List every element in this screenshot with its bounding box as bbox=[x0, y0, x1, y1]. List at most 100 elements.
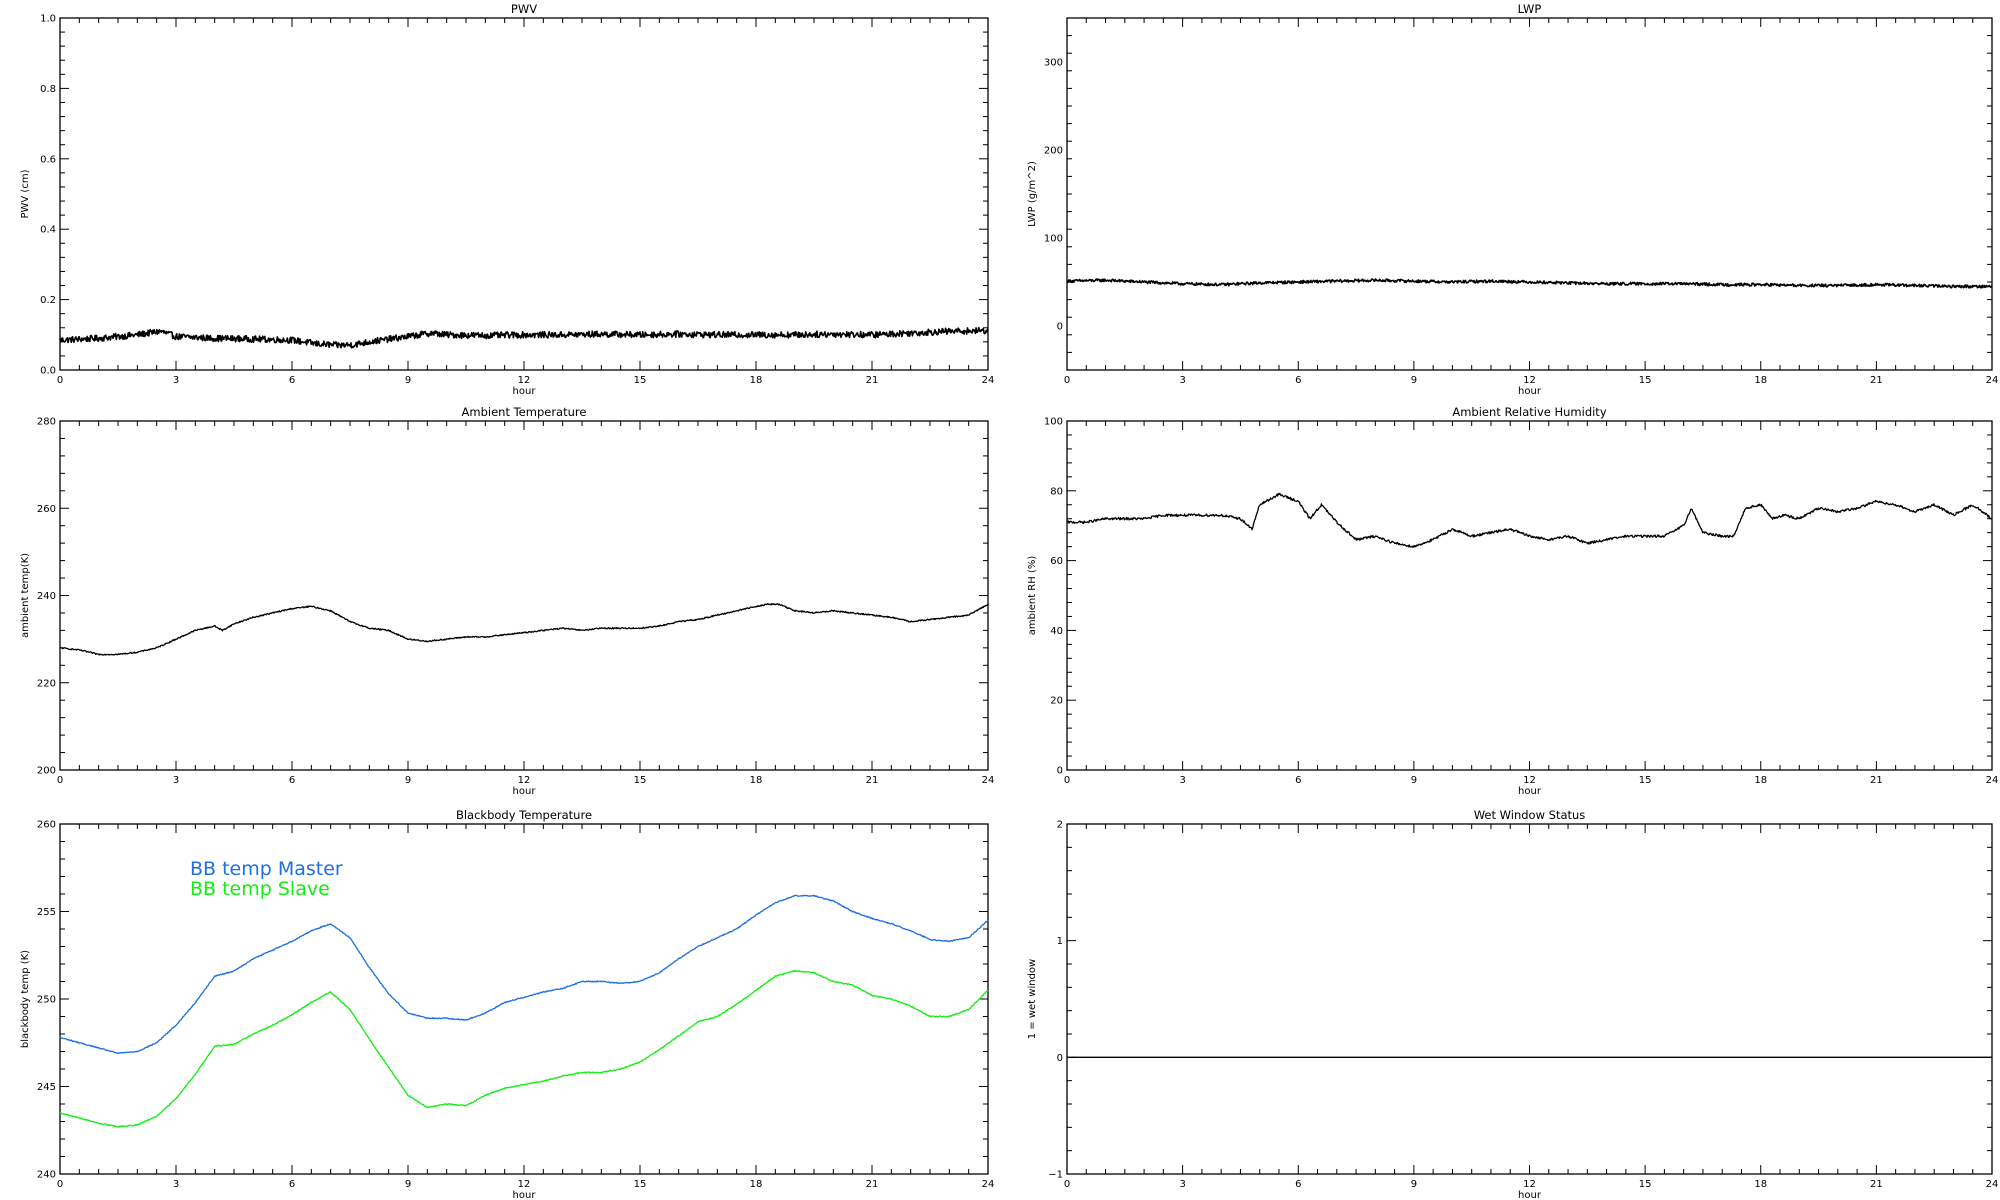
x-axis-label: hour bbox=[513, 386, 537, 397]
plot-frame bbox=[1066, 17, 1993, 371]
series-line-1 bbox=[1066, 278, 1993, 289]
chart-panel-4: Ambient Relative Humidity 0 3 6 9 12 15 18 21 24 h… bbox=[1027, 405, 1998, 797]
x-tick-label: 18 bbox=[1754, 375, 1767, 386]
legend-entry-2: BB temp Slave bbox=[190, 878, 330, 900]
x-tick-label: 12 bbox=[1523, 775, 1536, 786]
y-tick-label: 0.2 bbox=[40, 295, 56, 306]
y-tick-label: 260 bbox=[37, 820, 56, 831]
y-axis-label: ambient RH (%) bbox=[1027, 556, 1038, 636]
series-line-1 bbox=[59, 602, 989, 656]
x-tick-label: 15 bbox=[634, 375, 647, 386]
y-tick-label: 0 bbox=[1057, 322, 1063, 333]
x-tick-label: 0 bbox=[1064, 375, 1070, 386]
y-tick-label: 200 bbox=[1044, 146, 1063, 157]
x-tick-label: 6 bbox=[1295, 375, 1301, 386]
legend-entry-1: BB temp Master bbox=[190, 858, 343, 880]
x-tick-label: 12 bbox=[1523, 1179, 1536, 1190]
y-tick-label: 250 bbox=[37, 995, 56, 1006]
x-tick-label: 3 bbox=[173, 375, 179, 386]
x-axis-label: hour bbox=[513, 786, 537, 797]
y-tick-label: 260 bbox=[37, 504, 56, 515]
y-tick-label: 0.6 bbox=[40, 154, 56, 165]
x-tick-label: 6 bbox=[289, 1179, 295, 1190]
y-tick-label: 300 bbox=[1044, 58, 1063, 69]
chart-title: Ambient Temperature bbox=[462, 405, 587, 419]
x-tick-label: 9 bbox=[405, 775, 411, 786]
x-tick-label: 12 bbox=[518, 775, 531, 786]
x-tick-label: 24 bbox=[1986, 375, 1999, 386]
x-tick-label: 24 bbox=[1986, 1179, 1999, 1190]
y-tick-label: 40 bbox=[1050, 626, 1063, 637]
y-axis-label: PWV (cm) bbox=[20, 169, 31, 218]
x-tick-label: 15 bbox=[1639, 375, 1652, 386]
x-tick-label: 15 bbox=[1639, 1179, 1652, 1190]
x-tick-label: 9 bbox=[405, 1179, 411, 1190]
chart-panel-2: LWP 0 3 6 9 12 15 18 21 24 hour 0 100 200 300 LWP (g/m^… bbox=[1027, 2, 1998, 397]
x-tick-label: 12 bbox=[518, 1179, 531, 1190]
x-tick-label: 21 bbox=[866, 375, 879, 386]
x-tick-label: 3 bbox=[173, 1179, 179, 1190]
y-tick-label: 255 bbox=[37, 907, 56, 918]
y-tick-label: 100 bbox=[1044, 417, 1063, 428]
x-axis-label: hour bbox=[1518, 786, 1542, 797]
y-tick-label: 240 bbox=[37, 1170, 56, 1181]
x-tick-label: 21 bbox=[1870, 775, 1883, 786]
y-tick-label: 20 bbox=[1050, 696, 1063, 707]
chart-title: LWP bbox=[1518, 2, 1542, 16]
x-tick-label: 9 bbox=[405, 375, 411, 386]
y-tick-label: 80 bbox=[1050, 486, 1063, 497]
y-tick-label: 0.8 bbox=[40, 84, 56, 95]
y-tick-label: 0.4 bbox=[40, 225, 56, 236]
x-tick-label: 3 bbox=[1179, 375, 1185, 386]
x-tick-label: 24 bbox=[1986, 775, 1999, 786]
x-tick-label: 24 bbox=[982, 375, 995, 386]
x-tick-label: 12 bbox=[1523, 375, 1536, 386]
x-axis-label: hour bbox=[513, 1190, 537, 1200]
x-tick-label: 12 bbox=[518, 375, 531, 386]
x-tick-label: 15 bbox=[634, 775, 647, 786]
x-axis-label: hour bbox=[1518, 386, 1542, 397]
x-tick-label: 0 bbox=[57, 1179, 63, 1190]
chart-panel-3: Ambient Temperature 0 3 6 9 12 15 18 21 24 hour 200… bbox=[20, 405, 994, 797]
y-tick-label: 200 bbox=[37, 766, 56, 777]
series-line-1 bbox=[1066, 492, 1993, 548]
x-tick-label: 18 bbox=[1754, 775, 1767, 786]
x-tick-label: 18 bbox=[750, 375, 763, 386]
y-tick-label: −1 bbox=[1048, 1170, 1063, 1181]
y-tick-label: 60 bbox=[1050, 556, 1063, 567]
x-tick-label: 0 bbox=[57, 375, 63, 386]
x-tick-label: 3 bbox=[1179, 1179, 1185, 1190]
y-tick-label: 0 bbox=[1057, 1053, 1063, 1064]
chart-title: Blackbody Temperature bbox=[456, 808, 592, 822]
y-tick-label: 1 bbox=[1057, 936, 1063, 947]
x-tick-label: 0 bbox=[57, 775, 63, 786]
y-axis-label: 1 = wet window bbox=[1027, 959, 1038, 1039]
y-tick-label: 0.0 bbox=[40, 366, 56, 377]
x-tick-label: 0 bbox=[1064, 1179, 1070, 1190]
x-tick-label: 9 bbox=[1411, 375, 1417, 386]
y-tick-label: 1.0 bbox=[40, 14, 56, 25]
plot-frame bbox=[59, 17, 989, 371]
y-axis-label: LWP (g/m^2) bbox=[1027, 161, 1038, 227]
series-line-1 bbox=[59, 326, 989, 349]
x-tick-label: 6 bbox=[1295, 775, 1301, 786]
y-tick-label: 100 bbox=[1044, 234, 1063, 245]
x-tick-label: 6 bbox=[289, 775, 295, 786]
y-tick-label: 2 bbox=[1057, 820, 1063, 831]
series-line-1 bbox=[59, 894, 989, 1055]
y-tick-label: 240 bbox=[37, 591, 56, 602]
x-tick-label: 24 bbox=[982, 775, 995, 786]
y-axis-label: blackbody temp (K) bbox=[20, 950, 31, 1048]
x-tick-label: 21 bbox=[1870, 1179, 1883, 1190]
x-tick-label: 6 bbox=[1295, 1179, 1301, 1190]
x-tick-label: 3 bbox=[1179, 775, 1185, 786]
chart-panel-5: Blackbody Temperature 0 3 6 9 12 15 18 21 24 hour 2… bbox=[20, 808, 994, 1200]
chart-title: Wet Window Status bbox=[1474, 808, 1586, 822]
x-tick-label: 3 bbox=[173, 775, 179, 786]
x-tick-label: 24 bbox=[982, 1179, 995, 1190]
x-tick-label: 21 bbox=[866, 775, 879, 786]
y-tick-label: 245 bbox=[37, 1082, 56, 1093]
x-tick-label: 21 bbox=[866, 1179, 879, 1190]
